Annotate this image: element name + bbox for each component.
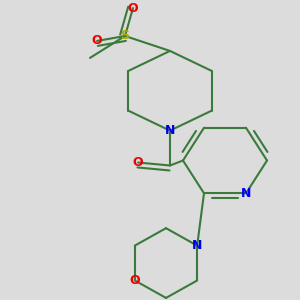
Text: N: N	[241, 187, 251, 200]
Text: O: O	[133, 156, 143, 169]
Text: S: S	[121, 29, 130, 43]
Text: N: N	[192, 239, 202, 252]
Text: O: O	[92, 34, 102, 47]
Text: O: O	[130, 274, 140, 287]
Text: O: O	[128, 2, 138, 15]
Text: N: N	[165, 124, 175, 137]
